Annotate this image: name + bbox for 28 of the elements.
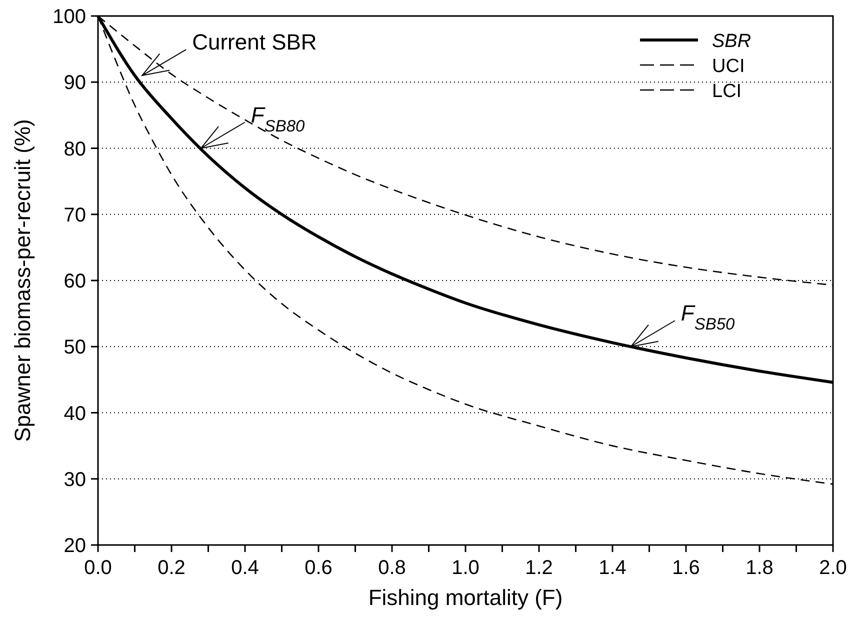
x-tick-label: 0.6 <box>304 557 332 579</box>
annotation: F$_{SB80}$ <box>250 102 306 136</box>
x-tick-label: 0.2 <box>158 557 186 579</box>
y-tick-label: 100 <box>52 6 86 28</box>
legend-label: UCI <box>712 56 745 77</box>
x-tick-label: 1.6 <box>672 557 700 579</box>
annotation: Current SBR <box>192 30 317 55</box>
x-tick-label: 1.2 <box>525 557 553 579</box>
legend-label: SBR <box>712 31 752 52</box>
y-axis-title: Spawner biomass-per-recruit (%) <box>10 119 35 442</box>
x-tick-label: 1.0 <box>452 557 480 579</box>
x-tick-label: 0.4 <box>231 557 259 579</box>
y-tick-label: 20 <box>64 535 86 557</box>
y-tick-label: 40 <box>64 402 86 425</box>
x-tick-label: 1.8 <box>746 557 774 579</box>
y-tick-label: 80 <box>64 138 86 160</box>
x-tick-label: 0.0 <box>84 557 112 579</box>
annotation: F$_{SB50}$ <box>680 300 736 334</box>
x-tick-label: 1.4 <box>598 557 626 579</box>
y-tick-label: 90 <box>64 72 86 94</box>
y-tick-label: 60 <box>64 270 86 292</box>
y-tick-label: 50 <box>64 336 86 359</box>
x-tick-label: 2.0 <box>819 557 847 579</box>
x-axis-title: Fishing mortality (F) <box>368 585 563 610</box>
x-tick-label: 0.8 <box>378 557 406 579</box>
y-tick-label: 70 <box>64 204 86 226</box>
legend-label: LCI <box>712 81 742 102</box>
y-tick-label: 30 <box>64 468 86 491</box>
